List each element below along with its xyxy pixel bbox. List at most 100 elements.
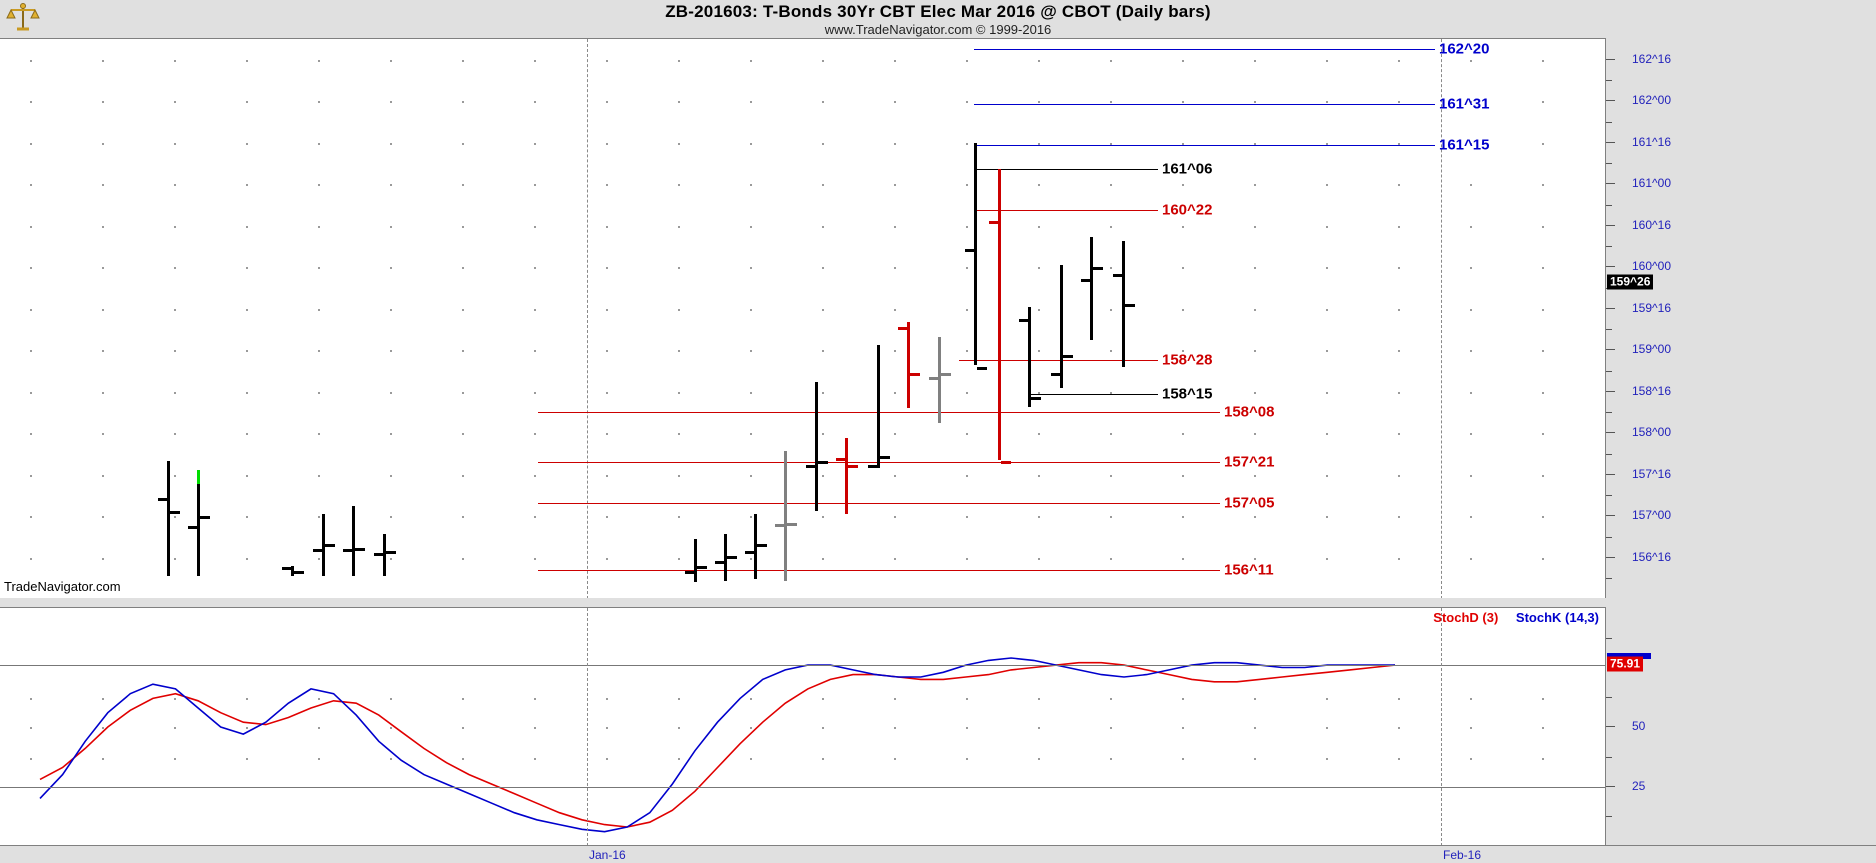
axis-tick bbox=[1606, 224, 1615, 226]
study-line-161-15[interactable] bbox=[974, 145, 1435, 147]
grid-dot bbox=[606, 59, 608, 62]
bar-range bbox=[724, 534, 727, 581]
grid-dot bbox=[1398, 350, 1400, 353]
grid-dot bbox=[1398, 391, 1400, 394]
bar-close-tick bbox=[697, 565, 707, 569]
study-line-160-22[interactable] bbox=[974, 210, 1158, 212]
grid-dot bbox=[174, 757, 176, 760]
grid-dot bbox=[174, 59, 176, 62]
bar-range bbox=[167, 461, 170, 576]
grid-dot bbox=[1038, 142, 1040, 145]
grid-dot bbox=[174, 474, 176, 477]
grid-dot bbox=[1182, 727, 1184, 729]
grid-dot bbox=[1254, 516, 1256, 519]
bar-close-tick bbox=[757, 544, 767, 548]
grid-row bbox=[0, 516, 1605, 519]
grid-dot bbox=[750, 267, 752, 270]
study-line-161-06[interactable] bbox=[974, 168, 1158, 170]
bar-open-tick bbox=[868, 464, 878, 468]
price-axis[interactable]: 162^16 162^00 161^16 161^00 160^16 160^00 159^… bbox=[1605, 38, 1876, 598]
grid-dot bbox=[174, 727, 176, 729]
grid-dot bbox=[318, 516, 320, 519]
grid-dot bbox=[1038, 698, 1040, 701]
grid-dot bbox=[606, 184, 608, 187]
grid-dot bbox=[246, 184, 248, 187]
month-separator-feb-16 bbox=[1441, 608, 1442, 846]
grid-dot bbox=[606, 225, 608, 228]
date-axis[interactable]: Jan-16 Feb-16 bbox=[0, 845, 1876, 863]
study-line-156-11[interactable] bbox=[538, 570, 1220, 572]
grid-dot bbox=[750, 101, 752, 104]
bar-range bbox=[784, 451, 787, 581]
price-axis-label: 158^16 bbox=[1632, 383, 1671, 398]
grid-dot bbox=[1470, 557, 1472, 560]
study-line-label-161-06: 161^06 bbox=[1162, 160, 1213, 178]
bar-range bbox=[907, 321, 910, 409]
date-axis-label-jan-16: Jan-16 bbox=[589, 848, 626, 862]
grid-dot bbox=[966, 727, 968, 729]
grid-dot bbox=[462, 727, 464, 729]
grid-dot bbox=[1326, 474, 1328, 477]
price-chart-pane[interactable]: 162^20 161^31 161^15 161^06 160^22 158^28 158^… bbox=[0, 38, 1605, 600]
grid-dot bbox=[1110, 557, 1112, 560]
study-line-157-05[interactable] bbox=[538, 503, 1220, 505]
stoch-axis-label: 50 bbox=[1632, 719, 1646, 733]
grid-dot bbox=[1470, 101, 1472, 104]
grid-dot bbox=[1254, 433, 1256, 436]
grid-dot bbox=[1398, 557, 1400, 560]
grid-dot bbox=[1398, 433, 1400, 436]
grid-dot bbox=[966, 184, 968, 187]
grid-dot bbox=[966, 142, 968, 145]
grid-row bbox=[0, 665, 1605, 667]
grid-dot bbox=[1038, 267, 1040, 270]
grid-dot bbox=[390, 142, 392, 145]
grid-dot bbox=[1110, 225, 1112, 228]
study-line-158-28[interactable] bbox=[959, 360, 1158, 362]
grid-dot bbox=[966, 101, 968, 104]
grid-dot bbox=[606, 391, 608, 394]
grid-dot bbox=[1542, 225, 1544, 228]
grid-dot bbox=[606, 308, 608, 311]
bar-close-tick bbox=[1031, 396, 1041, 400]
grid-dot bbox=[246, 557, 248, 560]
grid-dot bbox=[1470, 184, 1472, 187]
grid-dot bbox=[606, 101, 608, 104]
grid-dot bbox=[1182, 698, 1184, 701]
grid-dot bbox=[1182, 391, 1184, 394]
study-line-label-158-28: 158^28 bbox=[1162, 351, 1213, 369]
grid-dot bbox=[102, 184, 104, 187]
study-line-162-20[interactable] bbox=[974, 49, 1435, 51]
study-line-158-15[interactable] bbox=[1028, 394, 1158, 396]
grid-dot bbox=[246, 308, 248, 311]
bar-open-tick bbox=[898, 326, 908, 330]
stochastic-axis[interactable]: 50 25 75.91 bbox=[1605, 607, 1876, 845]
grid-row bbox=[0, 101, 1605, 104]
stochastic-pane[interactable]: StochD (3) StochK (14,3) bbox=[0, 607, 1605, 847]
grid-dot bbox=[390, 433, 392, 436]
bar-open-tick bbox=[158, 497, 168, 501]
bar-close-tick bbox=[386, 550, 396, 554]
grid-dot bbox=[390, 184, 392, 187]
grid-dot bbox=[174, 433, 176, 436]
grid-dot bbox=[246, 433, 248, 436]
grid-dot bbox=[1110, 474, 1112, 477]
grid-dot bbox=[1542, 59, 1544, 62]
grid-dot bbox=[30, 757, 32, 760]
study-line-161-31[interactable] bbox=[974, 103, 1435, 105]
grid-dot bbox=[1542, 727, 1544, 729]
bar-open-tick bbox=[1081, 278, 1091, 282]
grid-dot bbox=[1542, 267, 1544, 270]
grid-row bbox=[0, 433, 1605, 436]
grid-dot bbox=[318, 101, 320, 104]
study-line-label-157-05: 157^05 bbox=[1224, 494, 1275, 512]
bar-range bbox=[974, 142, 977, 366]
study-line-label-161-15: 161^15 bbox=[1439, 136, 1490, 154]
grid-dot bbox=[822, 59, 824, 62]
axis-tick-minor bbox=[1606, 536, 1612, 538]
grid-dot bbox=[1326, 142, 1328, 145]
grid-dot bbox=[318, 184, 320, 187]
grid-dot bbox=[102, 101, 104, 104]
grid-dot bbox=[534, 267, 536, 270]
grid-dot bbox=[1038, 350, 1040, 353]
grid-dot bbox=[1398, 225, 1400, 228]
